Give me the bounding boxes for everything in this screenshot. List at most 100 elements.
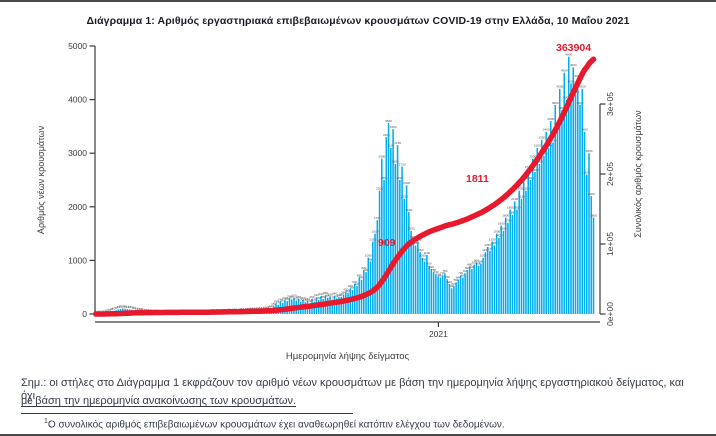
bar-value-label: 680: [460, 273, 465, 277]
footnote-separator: [21, 413, 353, 414]
bar: [511, 214, 514, 314]
bar-value-label: 48: [139, 307, 143, 311]
bar-value-label: 1800: [590, 213, 597, 217]
bar-value-label: 310: [314, 293, 319, 297]
bar: [459, 275, 462, 314]
bar: [367, 257, 370, 314]
bar-value-label: 4800: [565, 53, 572, 57]
bar-value-label: 270: [289, 295, 294, 299]
bar-value-label: 42: [141, 308, 145, 312]
bar-value-label: 98: [123, 305, 127, 309]
bar: [477, 265, 480, 314]
bar-value-label: 2500: [527, 176, 534, 180]
bar: [338, 297, 340, 314]
bar-value-label: 980: [422, 257, 427, 261]
bar-value-label: 240: [305, 297, 310, 301]
bar-value-label: 340: [332, 292, 337, 296]
bar-value-label: 1800: [502, 213, 509, 217]
bar: [471, 268, 473, 314]
y-axis-right-tick-label: 0e+00: [605, 302, 615, 326]
bar: [374, 233, 376, 314]
bar-value-label: 2700: [525, 165, 532, 169]
bar-value-label: 86: [128, 305, 132, 309]
bar: [507, 222, 509, 314]
bar-value-label: 2300: [523, 187, 530, 191]
bar-value-label: 260: [300, 296, 305, 300]
bar-value-label: 310: [336, 293, 341, 297]
bar-value-label: 2800: [536, 160, 543, 164]
bar-value-label: 1050: [480, 254, 487, 258]
bar-value-label: 900: [476, 262, 481, 266]
y-axis-left-tick-label: 2000: [68, 202, 87, 212]
bar: [540, 139, 543, 314]
bar: [561, 110, 563, 314]
bar-value-label: 680: [438, 273, 443, 277]
bar: [363, 270, 365, 314]
bar-value-label: 1280: [412, 241, 419, 245]
bar-value-label: 640: [456, 275, 461, 279]
bar: [574, 94, 577, 315]
bar-value-label: 2300: [516, 187, 523, 191]
bar: [504, 217, 507, 314]
bar: [549, 121, 552, 314]
note-text-line2: με βάση την ημερομηνία ανακοίνωσης των κ…: [21, 395, 297, 407]
bar: [435, 274, 437, 314]
bar-value-label: 220: [303, 298, 308, 302]
bar-value-label: 270: [330, 295, 335, 299]
bar: [464, 273, 466, 314]
bar-value-label: 80: [263, 306, 267, 310]
bar-value-label: 1150: [417, 248, 424, 252]
bar-value-label: 3100: [534, 144, 541, 148]
bar-value-label: 4000: [563, 95, 570, 99]
bar-value-label: 60: [112, 307, 116, 311]
x-axis-tick-label: 2021: [429, 329, 448, 339]
bar: [525, 190, 527, 314]
bar-value-label: 103: [120, 304, 125, 308]
bar: [531, 158, 534, 314]
bar-value-label: 2500: [396, 176, 403, 180]
bar-value-label: 1950: [507, 205, 514, 209]
bar: [558, 88, 561, 314]
y-axis-left-tick-label: 5000: [68, 41, 87, 51]
bar: [455, 282, 457, 314]
bar-value-label: 2400: [403, 181, 410, 185]
bar: [376, 220, 379, 314]
bar: [567, 56, 570, 314]
x-axis-title: Ημερομηνία λήψης δείγματος: [286, 351, 410, 362]
bar: [529, 180, 532, 314]
bar-value-label: 4600: [570, 63, 577, 67]
bar-value-label: 1180: [487, 247, 494, 251]
bar-value-label: 1550: [408, 227, 415, 231]
bar-value-label: 720: [458, 271, 463, 275]
bar-value-label: 4500: [561, 69, 568, 73]
bar: [428, 265, 430, 314]
bar: [394, 163, 397, 314]
bar: [444, 273, 446, 314]
bar-value-label: 48: [110, 307, 114, 311]
bar: [453, 286, 455, 314]
bar-value-label: 760: [463, 269, 468, 273]
bar: [570, 83, 572, 315]
bar: [462, 277, 464, 314]
bar-value-label: 230: [298, 297, 303, 301]
y-axis-left-title: Αριθμός νέων κρουσμάτων: [36, 125, 46, 234]
bar-value-label: 1500: [372, 229, 379, 233]
bar-value-label: 170: [276, 301, 281, 305]
bar-value-label: 260: [316, 296, 321, 300]
bar-value-label: 78: [130, 306, 134, 310]
bar-value-label: 200: [307, 299, 312, 303]
bar: [369, 261, 372, 314]
bar: [534, 171, 536, 314]
bar-value-label: 3450: [390, 125, 397, 129]
bar-value-label: 1850: [509, 211, 516, 215]
bar-value-label: 3800: [559, 106, 566, 110]
bar: [347, 293, 349, 314]
bar-value-label: 960: [474, 258, 479, 262]
bar: [372, 241, 374, 314]
bar: [414, 245, 417, 314]
bar: [509, 209, 511, 314]
bar-value-label: 3400: [543, 128, 550, 132]
bar: [392, 129, 394, 314]
bar: [396, 145, 399, 314]
footnote-superscript: 1: [44, 418, 48, 425]
